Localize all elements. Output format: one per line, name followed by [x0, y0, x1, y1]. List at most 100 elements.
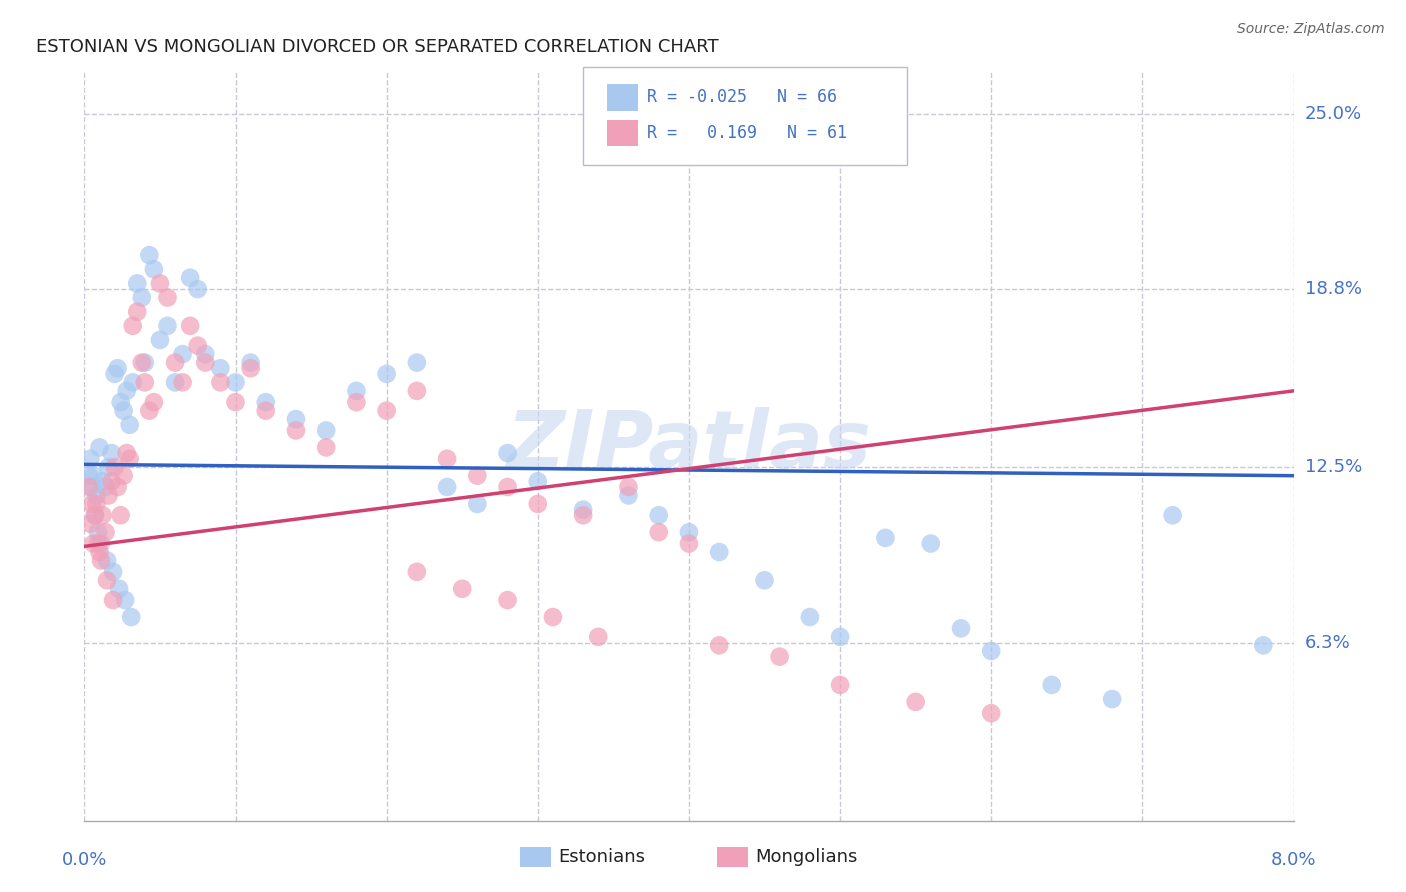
Point — [920, 536, 942, 550]
Point — [709, 638, 731, 652]
Point — [110, 395, 132, 409]
Point — [90, 536, 112, 550]
Point — [254, 395, 277, 409]
Point — [187, 282, 209, 296]
Point — [127, 277, 149, 291]
Point — [194, 347, 217, 361]
Point — [165, 355, 187, 369]
Point — [156, 291, 179, 305]
Point — [156, 318, 179, 333]
Point — [97, 460, 120, 475]
Point — [142, 262, 165, 277]
Point — [346, 384, 368, 398]
Point — [225, 376, 247, 390]
Point — [209, 361, 232, 376]
Point — [94, 480, 117, 494]
Point — [1040, 678, 1063, 692]
Point — [142, 395, 165, 409]
Point — [121, 376, 143, 390]
Text: 25.0%: 25.0% — [1305, 104, 1362, 123]
Point — [138, 403, 160, 417]
Text: Source: ZipAtlas.com: Source: ZipAtlas.com — [1237, 22, 1385, 37]
Point — [138, 248, 160, 262]
Point — [165, 376, 187, 390]
Point — [87, 525, 110, 540]
Point — [315, 441, 337, 455]
Point — [101, 565, 124, 579]
Text: 18.8%: 18.8% — [1305, 280, 1361, 298]
Point — [950, 621, 973, 635]
Point — [254, 403, 277, 417]
Point — [82, 468, 104, 483]
Point — [84, 508, 107, 523]
Point — [115, 384, 138, 398]
Point — [179, 318, 201, 333]
Point — [1101, 692, 1123, 706]
Point — [91, 508, 114, 523]
Text: 0.0%: 0.0% — [62, 851, 107, 869]
Point — [406, 565, 429, 579]
Point — [77, 468, 100, 483]
Point — [769, 649, 792, 664]
Point — [80, 497, 103, 511]
Point — [315, 424, 337, 438]
Point — [830, 678, 852, 692]
Point — [112, 403, 135, 417]
Text: R =   0.169   N = 61: R = 0.169 N = 61 — [647, 124, 846, 142]
Point — [875, 531, 897, 545]
Point — [436, 480, 458, 494]
Point — [115, 446, 138, 460]
Text: ZIPatlas: ZIPatlas — [506, 407, 872, 485]
Point — [467, 468, 489, 483]
Point — [134, 355, 156, 369]
Point — [572, 508, 595, 523]
Point — [375, 367, 398, 381]
Point — [1161, 508, 1184, 523]
Point — [79, 451, 101, 466]
Point — [527, 497, 550, 511]
Text: ESTONIAN VS MONGOLIAN DIVORCED OR SEPARATED CORRELATION CHART: ESTONIAN VS MONGOLIAN DIVORCED OR SEPARA… — [37, 38, 718, 56]
Text: R = -0.025   N = 66: R = -0.025 N = 66 — [647, 88, 837, 106]
Point — [239, 355, 262, 369]
Text: 8.0%: 8.0% — [1271, 851, 1316, 869]
Point — [346, 395, 368, 409]
Point — [101, 593, 124, 607]
Point — [496, 480, 519, 494]
Point — [754, 574, 776, 588]
Point — [225, 395, 247, 409]
Point — [149, 277, 172, 291]
Point — [91, 475, 114, 489]
Point — [90, 553, 112, 567]
Point — [89, 545, 111, 559]
Point — [239, 361, 262, 376]
Point — [86, 488, 108, 502]
Point — [89, 441, 111, 455]
Point — [285, 424, 308, 438]
Point — [107, 361, 129, 376]
Point — [467, 497, 489, 511]
Point — [527, 475, 550, 489]
Point — [172, 347, 194, 361]
Text: 6.3%: 6.3% — [1305, 633, 1350, 651]
Text: 12.5%: 12.5% — [1305, 458, 1362, 476]
Point — [709, 545, 731, 559]
Point — [830, 630, 852, 644]
Point — [108, 582, 131, 596]
Point — [96, 553, 118, 567]
Point — [112, 468, 135, 483]
Point — [572, 502, 595, 516]
Point — [648, 508, 671, 523]
Point — [82, 536, 104, 550]
Point — [149, 333, 172, 347]
Point — [406, 384, 429, 398]
Point — [904, 695, 927, 709]
Point — [96, 574, 118, 588]
Point — [496, 446, 519, 460]
Point — [118, 417, 141, 432]
Point — [118, 451, 141, 466]
Point — [541, 610, 564, 624]
Point — [100, 446, 122, 460]
Point — [104, 460, 127, 475]
Point — [110, 508, 132, 523]
Point — [406, 355, 429, 369]
